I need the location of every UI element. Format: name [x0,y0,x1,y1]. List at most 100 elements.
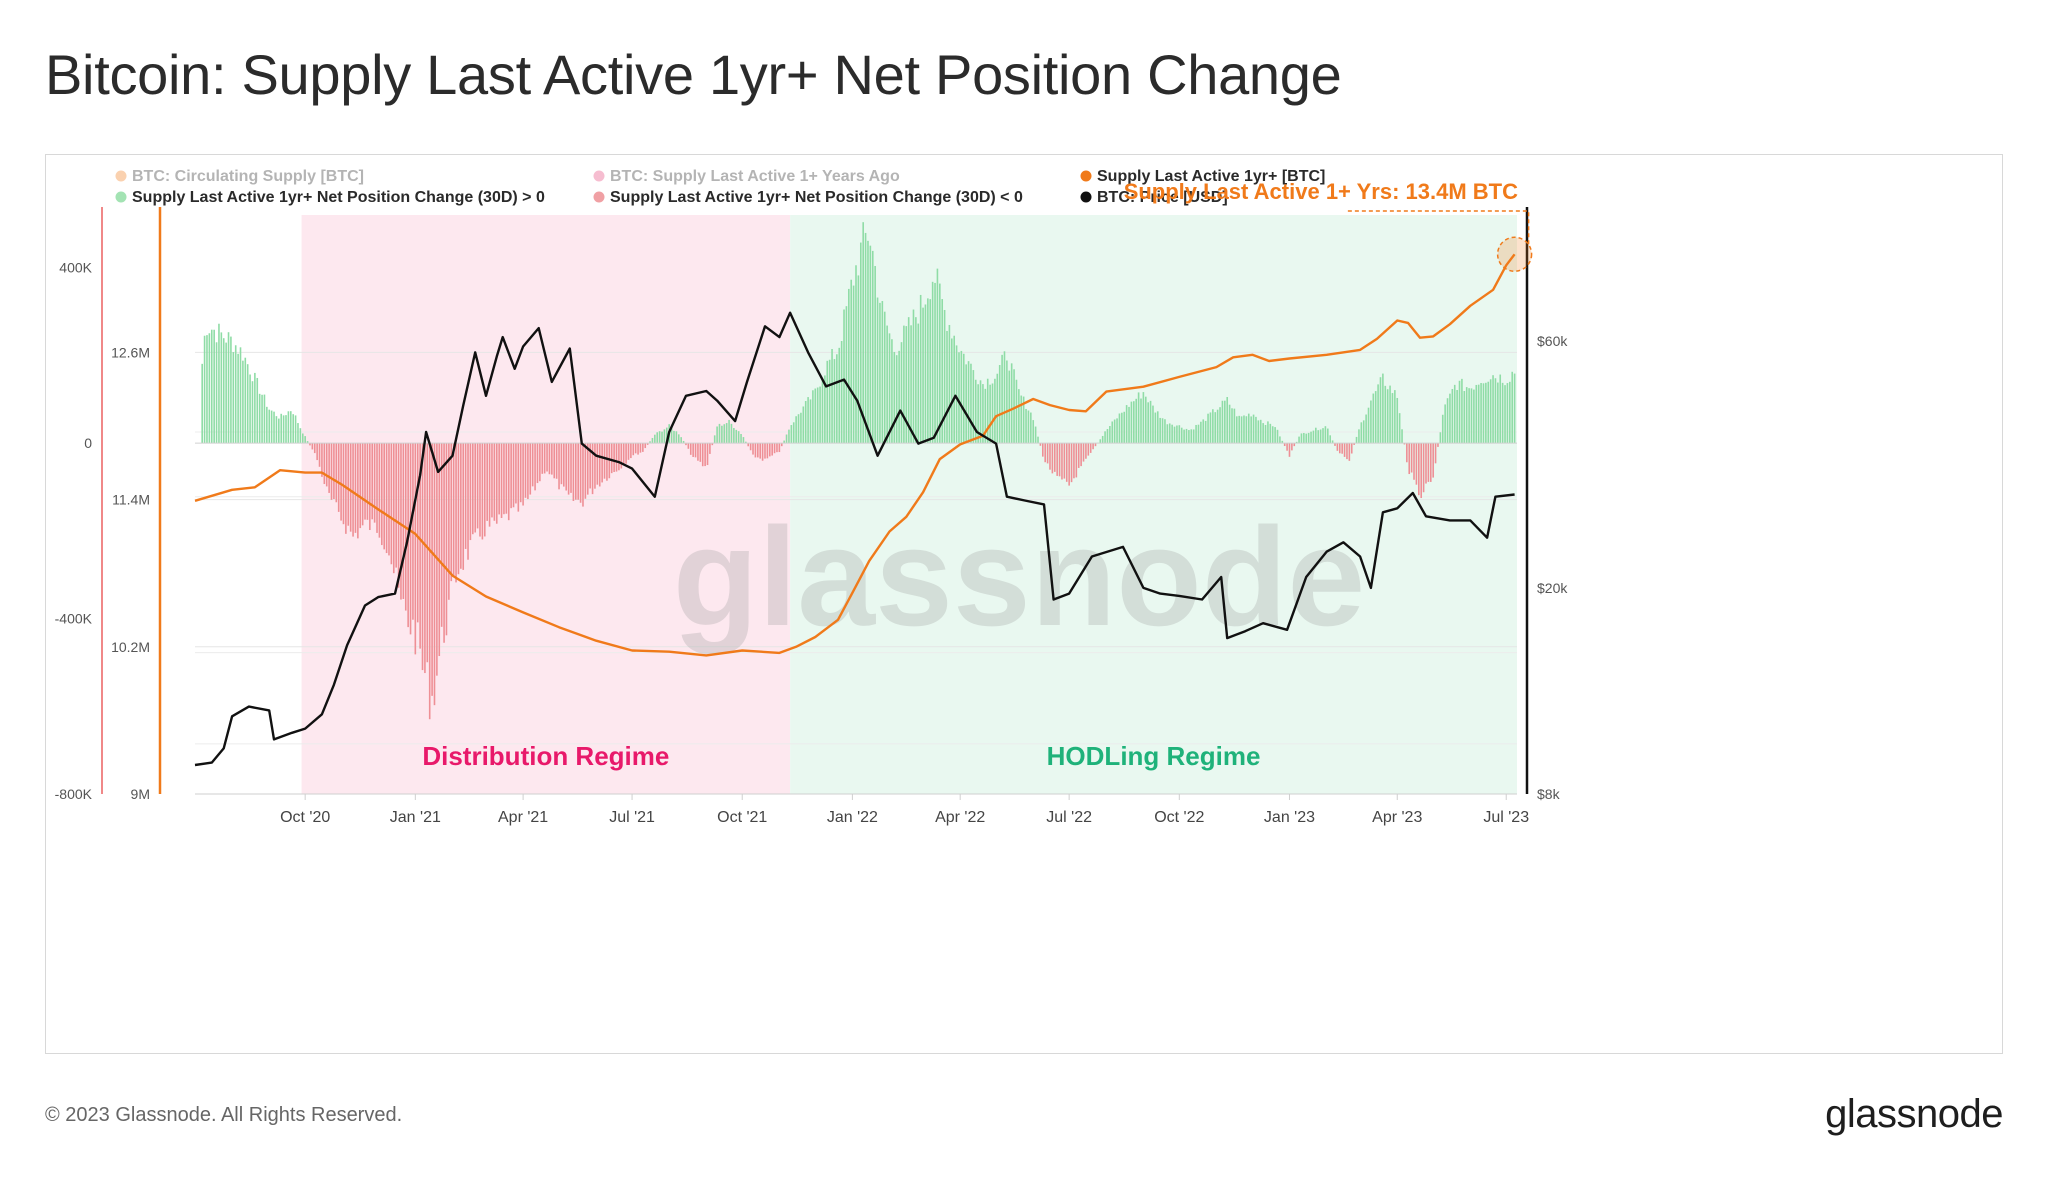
supply-tick-label: 9M [131,786,150,802]
net-change-bar [1082,443,1085,462]
net-change-bar [694,443,697,458]
net-change-bar [1123,411,1126,444]
brand-logo[interactable]: glassnode [1825,1092,2003,1136]
net-change-bar [979,380,982,444]
net-change-bar [1149,400,1152,444]
net-change-bar [764,443,766,459]
net-change-bar [618,443,620,471]
legend[interactable]: BTC: Circulating Supply [BTC] Supply Last… [115,168,1326,206]
net-change-bar [577,443,579,500]
net-change-bar [1338,443,1341,454]
net-change-bar [1415,443,1418,485]
net-change-bar [737,431,740,444]
net-change-bar [1492,375,1494,444]
annotation-label: Supply Last Active 1+ Yrs: 13.4M BTC [1124,179,1518,204]
net-change-bar [939,283,941,444]
price-tick-label: $60k [1537,333,1568,349]
net-change-bar [886,325,888,444]
net-change-bar [1039,443,1042,446]
net-change-bar [642,443,644,452]
legend-item[interactable]: Supply Last Active 1yr+ Net Position Cha… [115,189,545,206]
legend-item[interactable]: Supply Last Active 1yr+ [BTC] [1080,168,1326,185]
net-change-bar [294,415,297,444]
net-change-bar [378,443,381,538]
net-change-bar [297,423,299,444]
net-change-bar [608,443,611,479]
net-change-bar [1243,415,1245,444]
net-change-bar [663,429,666,444]
net-change-bar [711,443,714,446]
net-change-bar [1365,414,1367,444]
net-change-bar [883,311,886,444]
net-change-bar [953,335,955,444]
net-change-bar [1434,443,1437,464]
net-change-bar [804,401,807,444]
net-change-bar [1183,429,1185,444]
net-change-bar [527,443,529,500]
net-change-bar [685,443,687,446]
net-change-bar [965,364,967,444]
net-change-bar [474,443,477,533]
net-change-bar [357,443,359,539]
net-change-bar [682,440,685,444]
net-change-bar [780,443,783,447]
net-change-bar [469,443,472,541]
legend-item[interactable]: BTC: Price [USD] [1080,189,1228,206]
net-change-bar [263,394,266,444]
net-change-bar [709,443,711,454]
net-change-bar [1446,398,1449,444]
net-change-bar [321,443,323,477]
net-change-bar [1073,443,1075,479]
legend-item[interactable]: BTC: Circulating Supply [BTC] [115,168,364,185]
net-change-bar [476,443,479,529]
net-change-bar [836,354,838,444]
net-change-bar [924,304,927,444]
net-change-bar [831,349,833,444]
net-change-bar [275,416,278,444]
net-change-bar [833,359,836,444]
net-change-bar [299,428,302,444]
x-tick-label: Jan '22 [827,809,878,826]
net-change-bar [431,443,433,696]
net-change-bar [721,425,723,444]
net-change-bar [1358,429,1360,444]
net-change-bar [414,443,417,655]
net-change-bar [713,435,716,444]
net-change-bar [1154,412,1157,444]
net-change-bar [716,426,718,444]
legend-label: Supply Last Active 1yr+ Net Position Cha… [610,189,1023,206]
change-tick-label: 0 [84,435,92,451]
supply-tick-label: 10.2M [111,639,150,655]
net-position-bars [195,222,1517,720]
legend-label: BTC: Price [USD] [1097,189,1228,206]
net-change-bar [1403,443,1406,445]
net-change-bar [328,443,330,493]
net-change-bar [809,399,812,444]
net-change-bar [673,430,675,444]
net-change-bar [548,443,551,475]
net-change-bar [1070,443,1073,483]
net-change-bar [1456,390,1458,444]
net-change-bar [390,443,393,565]
net-change-bar [788,429,790,444]
net-change-bar [675,431,678,444]
net-change-bar [785,434,788,444]
net-change-bar [936,268,939,444]
net-change-bar [222,338,225,444]
net-change-bar [558,443,560,490]
net-change-bar [1238,415,1240,444]
net-change-bar [522,443,524,506]
net-change-bar [289,411,292,444]
net-change-bar [1276,429,1279,444]
net-change-bar [227,332,230,444]
axes: 400K 0 -400K -800K 12.6M 11.4M 10.2M 9M $60k $20k… [55,207,1568,826]
net-change-bar [888,333,891,444]
legend-item[interactable]: Supply Last Active 1yr+ Net Position Cha… [593,189,1023,206]
legend-item[interactable]: BTC: Supply Last Active 1+ Years Ago [593,168,900,185]
net-change-bar [1245,416,1248,444]
net-change-bar [371,443,374,520]
net-change-bar [266,406,268,444]
net-change-bar [1504,385,1506,444]
net-change-bar [567,443,570,495]
net-change-bar [246,364,249,444]
